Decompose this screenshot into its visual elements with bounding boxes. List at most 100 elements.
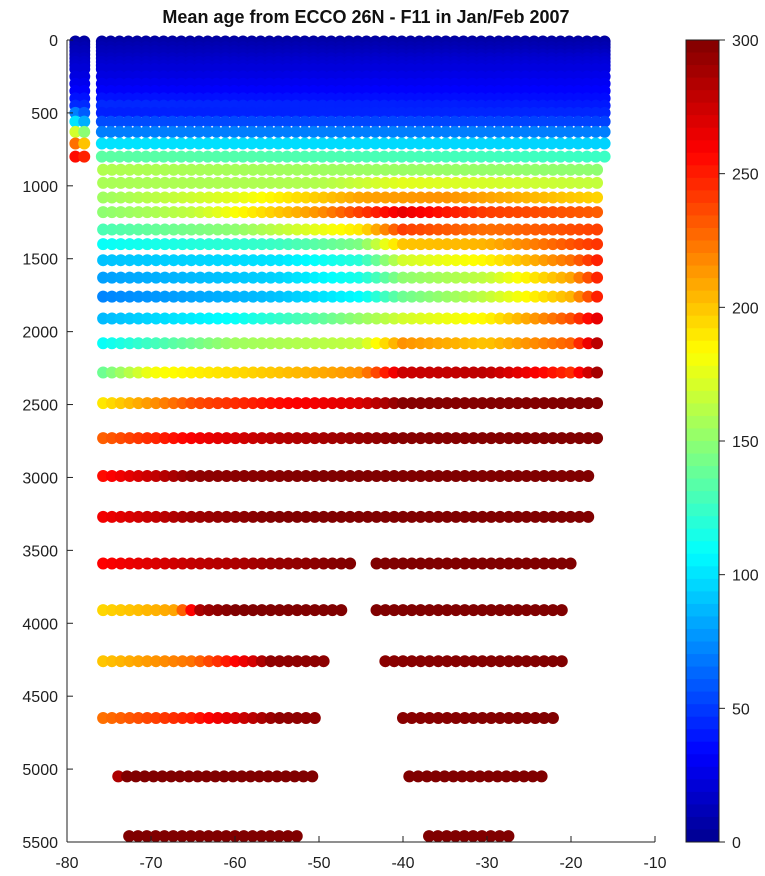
data-point-row-14 [501,106,514,119]
data-point-row-28 [105,312,118,325]
data-point-row-25 [167,254,180,267]
data-point-row-30 [494,366,507,379]
data-point-row-33 [485,470,498,482]
colorbar-band-33 [686,453,719,467]
data-point-row-26 [546,271,559,284]
data-point-row-34 [299,510,312,523]
data-point-row-33 [361,470,374,482]
data-point-row-30 [467,366,480,379]
data-point-row-21 [123,191,136,204]
data-point-row-40 [237,830,250,842]
colorbar-band-52 [686,691,719,705]
data-point-row-33 [467,470,480,482]
data-point-row-20 [352,176,365,189]
data-point-row-23 [211,223,224,236]
data-point-row-22 [132,206,145,219]
data-point-row-14 [492,106,505,119]
data-point-row-36 [97,604,110,617]
data-point-row-33 [582,470,595,482]
data-point-row-17 [404,137,417,150]
data-point-row-18 [148,150,161,163]
colorbar-band-23 [686,328,719,342]
data-point-row-27 [555,290,568,303]
data-point-row-31 [97,397,110,410]
data-point-row-29 [582,337,595,350]
data-point-row-29 [273,337,286,350]
data-point-row-38 [202,712,215,725]
data-point-row-19 [185,163,198,176]
data-point-row-30 [220,366,233,379]
data-point-row-19 [485,163,498,176]
data-point-row-17 [166,137,179,150]
data-point-row-15 [298,115,311,128]
data-point-row-20 [97,176,110,189]
data-point-row-15 [466,115,479,128]
y-tick-label-1: 500 [31,106,58,123]
data-point-row-16 [483,125,496,138]
data-point-row-28 [132,312,145,325]
data-point-row-24 [141,238,154,251]
data-point-row-26 [299,271,312,284]
data-point-row-24 [423,238,436,251]
data-point-row-37 [202,655,215,668]
data-point-row-33 [229,470,242,482]
data-point-row-29 [555,337,568,350]
data-point-row-32 [423,432,436,445]
data-point-row-19 [582,163,595,176]
data-point-row-35 [308,557,321,570]
data-point-row-19 [352,163,365,176]
colorbar-band-22 [686,315,719,329]
data-point-row-27 [317,290,330,303]
data-point-row-36 [335,604,348,617]
data-point-row-27 [123,290,136,303]
data-point-row-17 [572,137,585,150]
data-point-row-39 [200,770,213,783]
data-point-row-37 [247,655,260,668]
data-point-row-40 [140,830,153,842]
data-point-row-28 [194,312,207,325]
data-point-row-33 [370,470,383,482]
data-point-row-28 [326,312,339,325]
data-point-row-18 [439,150,452,163]
data-point-row-18 [281,150,294,163]
data-point-row-19 [282,163,295,176]
data-point-row-20 [449,176,462,189]
data-point-row-33 [352,470,365,482]
data-point-row-32 [388,432,401,445]
data-point-row-22 [591,206,604,219]
colorbar-band-7 [686,127,719,141]
data-point-row-15 [122,115,135,128]
data-point-row-18 [157,150,170,163]
data-point-row-36 [299,604,312,617]
data-point-row-27 [511,290,524,303]
data-point-row-23 [344,223,357,236]
data-point-row-15 [245,115,258,128]
data-point-row-14 [175,106,188,119]
data-point-row-14 [519,106,532,119]
data-point-row-14 [228,106,241,119]
data-point-row-35 [511,557,524,570]
data-point-row-16 [510,125,523,138]
data-point-row-15 [219,115,232,128]
data-point-row-18 [395,150,408,163]
colorbar-band-40 [686,541,719,555]
data-point-row-21 [194,191,207,204]
data-point-row-19 [538,163,551,176]
data-point-row-36 [476,604,489,617]
data-point-row-26 [176,271,189,284]
data-point-row-27 [476,290,489,303]
data-point-row-32 [485,432,498,445]
colorbar-band-38 [686,516,719,530]
data-point-row-35 [520,557,533,570]
data-point-row-23 [291,223,304,236]
data-point-row-32 [308,432,321,445]
data-point-row-36 [326,604,339,617]
data-point-row-20 [264,176,277,189]
data-point-row-16 [122,125,135,138]
data-point-row-36 [291,604,304,617]
y-tick-label-9: 4500 [22,689,58,706]
data-point-row-39 [129,770,142,783]
x-tick-label-1: -70 [139,855,162,872]
data-point-row-16 [228,125,241,138]
